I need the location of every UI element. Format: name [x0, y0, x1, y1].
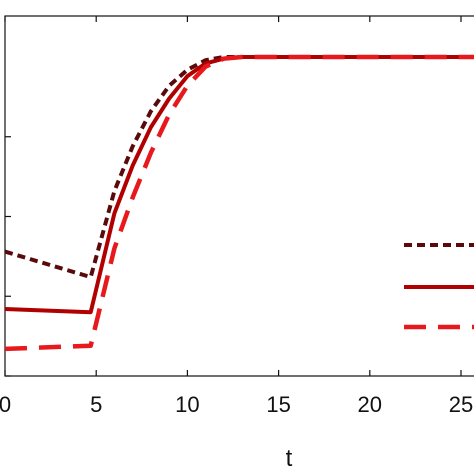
series-line-3	[4, 54, 474, 352]
series-line-2	[4, 55, 474, 315]
plot-frame	[4, 15, 474, 377]
x-tick-label: 5	[90, 392, 102, 417]
x-tick-label: 20	[358, 392, 382, 417]
x-tick-label: 10	[175, 392, 199, 417]
series-line-1	[4, 55, 474, 280]
x-tick-label: 15	[266, 392, 290, 417]
x-axis-label: t	[286, 445, 293, 472]
x-tick-label: 0	[0, 392, 11, 417]
x-tick-label: 25	[449, 392, 473, 417]
